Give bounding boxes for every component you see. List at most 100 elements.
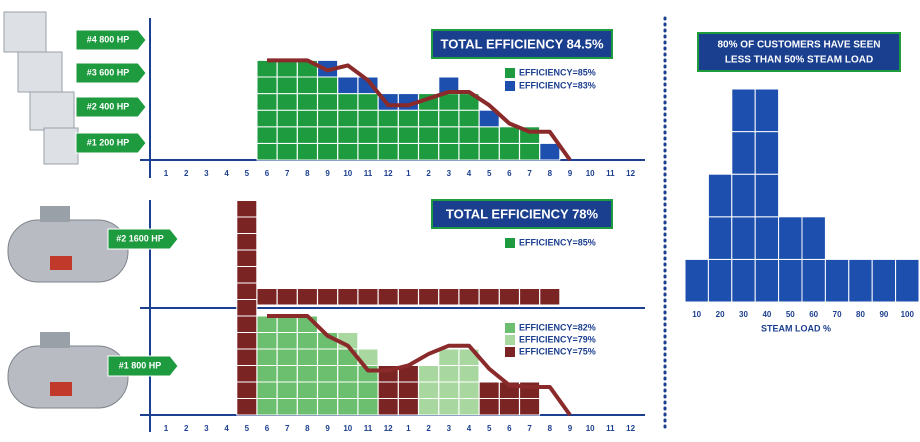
block	[236, 348, 258, 366]
boiler-tag	[75, 29, 147, 51]
block	[256, 398, 278, 416]
x-tick-label: 9	[325, 424, 330, 433]
block	[684, 258, 709, 303]
x-tick-label: 10	[586, 424, 595, 433]
block-stack	[707, 173, 733, 303]
x-tick-label: 5	[487, 169, 492, 178]
block	[418, 398, 440, 416]
block	[256, 365, 278, 383]
block	[276, 315, 298, 333]
block	[357, 109, 379, 128]
title-box	[431, 199, 613, 229]
block-stack	[848, 258, 873, 303]
block	[754, 173, 780, 218]
legend-swatch	[505, 68, 515, 78]
block	[731, 216, 756, 260]
legend-label: EFFICIENCY=75%	[519, 346, 596, 356]
block	[296, 398, 318, 416]
block	[317, 93, 339, 111]
x-tick-label: 6	[265, 169, 270, 178]
boiler-label: #2 1600 HP	[116, 233, 164, 243]
block	[731, 173, 756, 218]
block-stack	[337, 93, 359, 161]
x-tick-label: 2	[426, 169, 431, 178]
block	[397, 381, 419, 399]
boiler-label: #3 600 HP	[87, 67, 130, 77]
block	[256, 332, 278, 350]
block	[707, 258, 733, 303]
block-stack	[397, 109, 419, 161]
block-stack	[418, 288, 440, 306]
block	[357, 142, 379, 161]
block	[317, 398, 339, 416]
block	[276, 398, 298, 416]
block	[731, 88, 756, 133]
block-stack	[337, 348, 359, 416]
block	[236, 315, 258, 333]
block	[236, 200, 258, 218]
block	[256, 93, 278, 111]
block	[731, 131, 756, 175]
block-stack	[276, 315, 298, 416]
block-stack	[478, 126, 500, 161]
block	[337, 288, 359, 306]
block	[236, 398, 258, 416]
block-stack	[317, 332, 339, 416]
legend-swatch	[505, 347, 515, 357]
load-line	[267, 314, 572, 417]
block	[317, 381, 339, 399]
x-tick-label: 1	[406, 169, 411, 178]
block-stack	[256, 288, 278, 306]
x-tick-label: 70	[833, 310, 842, 319]
x-tick-label: 9	[325, 169, 330, 178]
x-tick-label: 8	[548, 169, 553, 178]
block	[256, 142, 278, 161]
block	[317, 76, 339, 95]
block	[236, 233, 258, 251]
block	[276, 76, 298, 95]
block	[539, 142, 561, 161]
block	[498, 126, 520, 144]
block	[438, 381, 460, 399]
x-tick-label: 8	[548, 424, 553, 433]
block-stack	[296, 59, 318, 161]
block	[458, 398, 480, 416]
block	[418, 288, 440, 306]
block	[438, 365, 460, 383]
block-stack	[498, 126, 520, 161]
legend-swatch	[505, 323, 515, 333]
block-stack	[824, 258, 850, 303]
block	[498, 398, 520, 416]
block	[397, 398, 419, 416]
boiler-tag	[75, 132, 147, 154]
block	[337, 93, 359, 111]
boiler-tag	[107, 228, 179, 250]
block	[236, 365, 258, 383]
block	[317, 348, 339, 366]
block	[337, 109, 359, 128]
block	[296, 109, 318, 128]
block	[478, 398, 500, 416]
block	[778, 258, 803, 303]
block	[256, 59, 278, 78]
boiler-tag	[75, 62, 147, 84]
block-stack	[418, 93, 440, 161]
x-tick-label: 10	[586, 169, 595, 178]
block	[731, 258, 756, 303]
block-stack	[498, 288, 520, 306]
x-tick-label: 4	[224, 424, 229, 433]
block	[478, 288, 500, 306]
block	[498, 288, 520, 306]
x-tick-label: 12	[626, 424, 635, 433]
x-tick-label: 12	[384, 169, 393, 178]
x-tick-label: 50	[786, 310, 795, 319]
block	[236, 299, 258, 317]
block	[256, 109, 278, 128]
x-tick-label: 2	[426, 424, 431, 433]
block	[357, 93, 379, 111]
block	[438, 288, 460, 306]
chart-title: TOTAL EFFICIENCY 84.5%	[440, 36, 603, 51]
block	[256, 315, 278, 333]
x-tick-label: 11	[606, 424, 615, 433]
